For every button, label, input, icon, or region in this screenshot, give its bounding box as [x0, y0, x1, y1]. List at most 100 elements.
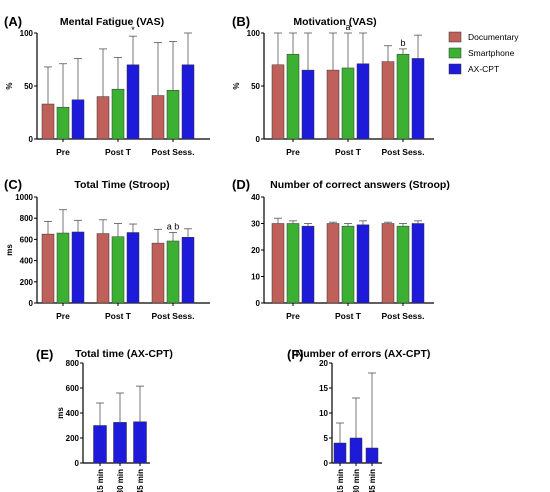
panel-label: (F) — [287, 347, 304, 362]
bar — [96, 96, 110, 140]
bar — [349, 437, 363, 464]
category-label: 15 min — [96, 469, 105, 492]
bar — [341, 225, 355, 304]
bar — [286, 53, 300, 140]
y-tick-label: 0 — [29, 135, 34, 144]
bar — [341, 67, 355, 140]
category-label: 45 min — [136, 469, 145, 492]
y-tick-label: 1000 — [15, 193, 33, 202]
bar — [333, 442, 347, 464]
bar — [126, 232, 140, 304]
bar — [113, 422, 127, 464]
y-tick-label: 20 — [319, 359, 328, 368]
y-tick-label: 50 — [24, 82, 33, 91]
category-label: Post Sess. — [152, 147, 195, 157]
panel-title: Total Time (Stroop) — [74, 179, 169, 191]
y-tick-label: 0 — [29, 299, 34, 308]
bar — [71, 231, 85, 304]
category-label: 45 min — [368, 469, 377, 492]
y-tick-label: 100 — [247, 29, 261, 38]
y-tick-label: 800 — [66, 359, 80, 368]
panel-label: (C) — [4, 177, 22, 192]
y-tick-label: 0 — [256, 299, 261, 308]
bar — [411, 58, 425, 140]
bar — [41, 103, 55, 140]
bar — [96, 233, 110, 304]
panel-5: (F)Number of errors (AX-CPT) 0 5 10 15 20 15 m… — [287, 347, 430, 492]
bar — [326, 223, 340, 304]
bar — [381, 61, 395, 140]
y-axis-label: ms — [5, 244, 14, 256]
y-tick-label: 50 — [251, 82, 260, 91]
panel-4: (E) Total time (AX-CPT) 0 200 400 600 800 ms 15 … — [36, 347, 173, 492]
y-tick-label: 100 — [20, 29, 34, 38]
bar — [301, 69, 315, 140]
bar — [271, 223, 285, 304]
panel-0: (A) Mental Fatigue (VAS) 0 50 100% * Pre Post T… — [4, 14, 210, 157]
panel-label: (E) — [36, 347, 53, 362]
significance-label: b — [400, 38, 405, 48]
bar — [133, 421, 147, 464]
panel-title: Mental Fatigue (VAS) — [60, 16, 164, 28]
legend-swatch — [448, 63, 462, 75]
y-tick-label: 10 — [319, 409, 328, 418]
bar — [181, 64, 195, 140]
y-tick-label: 30 — [251, 220, 260, 229]
y-tick-label: 600 — [66, 384, 80, 393]
category-label: Pre — [286, 311, 300, 321]
bar — [71, 99, 85, 140]
panel-3: (D) Number of correct answers (Stroop) 0 10… — [232, 177, 450, 321]
bar — [151, 95, 165, 140]
bar — [166, 89, 180, 140]
legend-label: Documentary — [468, 32, 519, 42]
bar — [181, 237, 195, 304]
bar — [411, 223, 425, 304]
y-tick-label: 0 — [324, 459, 329, 468]
category-label: Post Sess. — [152, 311, 195, 321]
panel-label: (A) — [4, 14, 22, 29]
bar — [56, 232, 70, 304]
bar — [396, 225, 410, 304]
bar — [286, 223, 300, 304]
bar — [151, 242, 165, 304]
category-label: Post Sess. — [382, 147, 425, 157]
bar — [93, 425, 107, 464]
panel-title: Total time (AX-CPT) — [75, 348, 173, 360]
category-label: Post T — [105, 147, 132, 157]
bar — [126, 64, 140, 140]
y-tick-label: 0 — [75, 459, 80, 468]
panel-title: Motivation (VAS) — [293, 16, 376, 28]
significance-label: a — [345, 22, 350, 32]
panel-title: Number of errors (AX-CPT) — [296, 348, 431, 360]
significance-label: * — [131, 25, 135, 35]
bar — [301, 225, 315, 304]
y-tick-label: 5 — [324, 434, 329, 443]
y-tick-label: 0 — [256, 135, 261, 144]
bar — [381, 223, 395, 304]
category-label: Post T — [335, 147, 362, 157]
bar — [396, 53, 410, 140]
y-tick-label: 800 — [20, 214, 34, 223]
category-label: 15 min — [336, 469, 345, 492]
category-label: 30 min — [352, 469, 361, 492]
bar — [365, 447, 379, 464]
y-axis-label: % — [5, 82, 14, 89]
legend-label: AX-CPT — [468, 64, 499, 74]
bar — [271, 64, 285, 140]
category-label: Pre — [56, 147, 70, 157]
legend-label: Smartphone — [468, 48, 515, 58]
significance-label: a b — [167, 222, 180, 232]
bar — [356, 63, 370, 140]
y-tick-label: 10 — [251, 273, 260, 282]
y-tick-label: 200 — [20, 278, 34, 287]
y-axis-label: % — [232, 82, 241, 89]
bar — [56, 106, 70, 140]
y-tick-label: 20 — [251, 246, 260, 255]
y-tick-label: 40 — [251, 193, 260, 202]
legend-swatch — [448, 47, 462, 59]
category-label: 30 min — [116, 469, 125, 492]
y-tick-label: 400 — [20, 257, 34, 266]
y-tick-label: 200 — [66, 434, 80, 443]
legend-swatch — [448, 31, 462, 43]
